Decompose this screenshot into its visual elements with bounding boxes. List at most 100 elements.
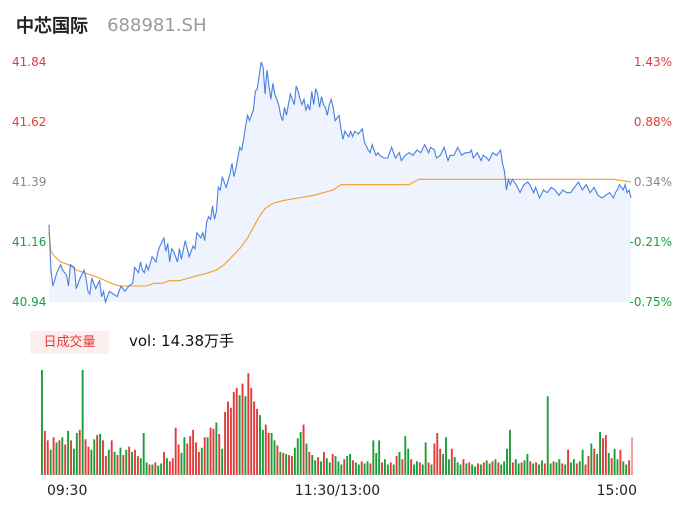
- time-tick-label: 11:30/13:00: [295, 483, 380, 499]
- volume-bar: [148, 464, 151, 475]
- volume-bar: [549, 463, 552, 475]
- volume-bar: [200, 447, 203, 475]
- percent-tick-label: -0.75%: [630, 295, 672, 309]
- volume-bar: [602, 438, 604, 475]
- volume-bar: [392, 464, 395, 475]
- volume-bar: [555, 462, 558, 475]
- volume-bar: [139, 458, 142, 475]
- volume-indicator-tab[interactable]: 日成交量: [30, 331, 109, 354]
- volume-bar: [398, 451, 401, 475]
- volume-bar: [253, 401, 256, 475]
- volume-bar: [302, 424, 305, 475]
- volume-bar: [305, 443, 308, 475]
- volume-value: vol: 14.38万手: [129, 332, 234, 350]
- volume-bar: [195, 442, 197, 475]
- price-tick-label: 40.94: [12, 295, 46, 309]
- volume-bar: [468, 462, 471, 475]
- percent-tick-label: 1.43%: [634, 55, 672, 69]
- volume-bar: [317, 457, 320, 475]
- volume-bar: [593, 448, 596, 475]
- volume-bar: [192, 429, 195, 475]
- volume-bar: [584, 464, 587, 475]
- volume-bar: [49, 449, 52, 475]
- volume-bar: [229, 407, 232, 475]
- volume-bar: [285, 454, 288, 475]
- volume-bar: [543, 463, 546, 475]
- price-tick-label: 41.39: [12, 175, 46, 189]
- volume-bar: [227, 401, 229, 475]
- volume-bar: [102, 440, 104, 475]
- volume-bar: [136, 456, 139, 475]
- volume-bar: [241, 383, 244, 475]
- volume-bar: [453, 457, 456, 475]
- volume-bar: [366, 461, 369, 475]
- volume-bar: [477, 463, 479, 475]
- volume-bar: [587, 456, 590, 475]
- volume-bar: [381, 462, 383, 475]
- volume-bar: [296, 438, 299, 475]
- volume-bar: [116, 455, 119, 475]
- volume-bar: [299, 431, 302, 475]
- volume-bar: [337, 461, 340, 475]
- volume-bar: [168, 461, 171, 475]
- volume-bar: [273, 440, 276, 475]
- volume-bar: [352, 460, 354, 475]
- volume-bar: [369, 463, 372, 475]
- volume-bar: [235, 387, 238, 475]
- volume-bar: [334, 456, 337, 475]
- volume-bar: [503, 461, 506, 475]
- volume-bar: [456, 462, 459, 475]
- volume-bar: [218, 434, 221, 475]
- volume-bar: [363, 463, 366, 475]
- volume-bar: [497, 462, 500, 475]
- volume-bar: [572, 459, 575, 475]
- volume-bar: [93, 439, 96, 475]
- volume-bar: [433, 443, 436, 475]
- volume-bar: [215, 422, 218, 475]
- volume-bar: [244, 396, 247, 475]
- volume-bar: [256, 408, 258, 475]
- volume-bar: [72, 448, 75, 475]
- volume-histogram: [41, 370, 633, 475]
- volume-bar: [384, 459, 386, 475]
- volume-bar: [75, 433, 78, 475]
- volume-bar: [386, 464, 389, 475]
- volume-bar: [238, 395, 241, 475]
- volume-bar: [308, 451, 311, 475]
- volume-bar: [113, 451, 116, 475]
- volume-bar: [485, 460, 488, 475]
- average-price-line: [48, 178, 632, 287]
- volume-bar: [401, 459, 404, 475]
- volume-bar: [212, 428, 215, 475]
- volume-bar: [107, 449, 110, 475]
- volume-bar: [413, 464, 415, 475]
- volume-bar: [514, 459, 517, 475]
- price-tick-label: 41.84: [12, 55, 46, 69]
- volume-bar: [293, 447, 296, 475]
- volume-bar: [575, 463, 578, 475]
- volume-bar: [232, 392, 235, 475]
- volume-bar: [224, 412, 227, 475]
- stock-header: 中芯国际 688981.SH: [16, 12, 207, 40]
- volume-bar: [166, 458, 168, 475]
- volume-bar: [145, 462, 148, 475]
- volume-bar: [488, 463, 491, 475]
- volume-bar: [599, 431, 602, 475]
- volume-bar: [331, 454, 334, 475]
- volume-bar: [186, 443, 189, 475]
- percent-tick-label: 0.34%: [634, 175, 672, 189]
- volume-bar: [430, 464, 433, 475]
- volume-bar: [535, 462, 538, 475]
- volume-bar: [462, 459, 465, 475]
- volume-bar: [55, 442, 58, 475]
- volume-bar: [354, 462, 357, 475]
- volume-bar: [447, 459, 450, 475]
- volume-bar: [465, 463, 468, 475]
- volume-bar: [596, 454, 599, 475]
- volume-bar: [163, 451, 165, 475]
- volume-bar: [122, 455, 125, 475]
- volume-bar: [288, 455, 290, 475]
- volume-bar: [628, 460, 631, 475]
- volume-bar: [340, 464, 343, 475]
- volume-bar: [154, 462, 157, 475]
